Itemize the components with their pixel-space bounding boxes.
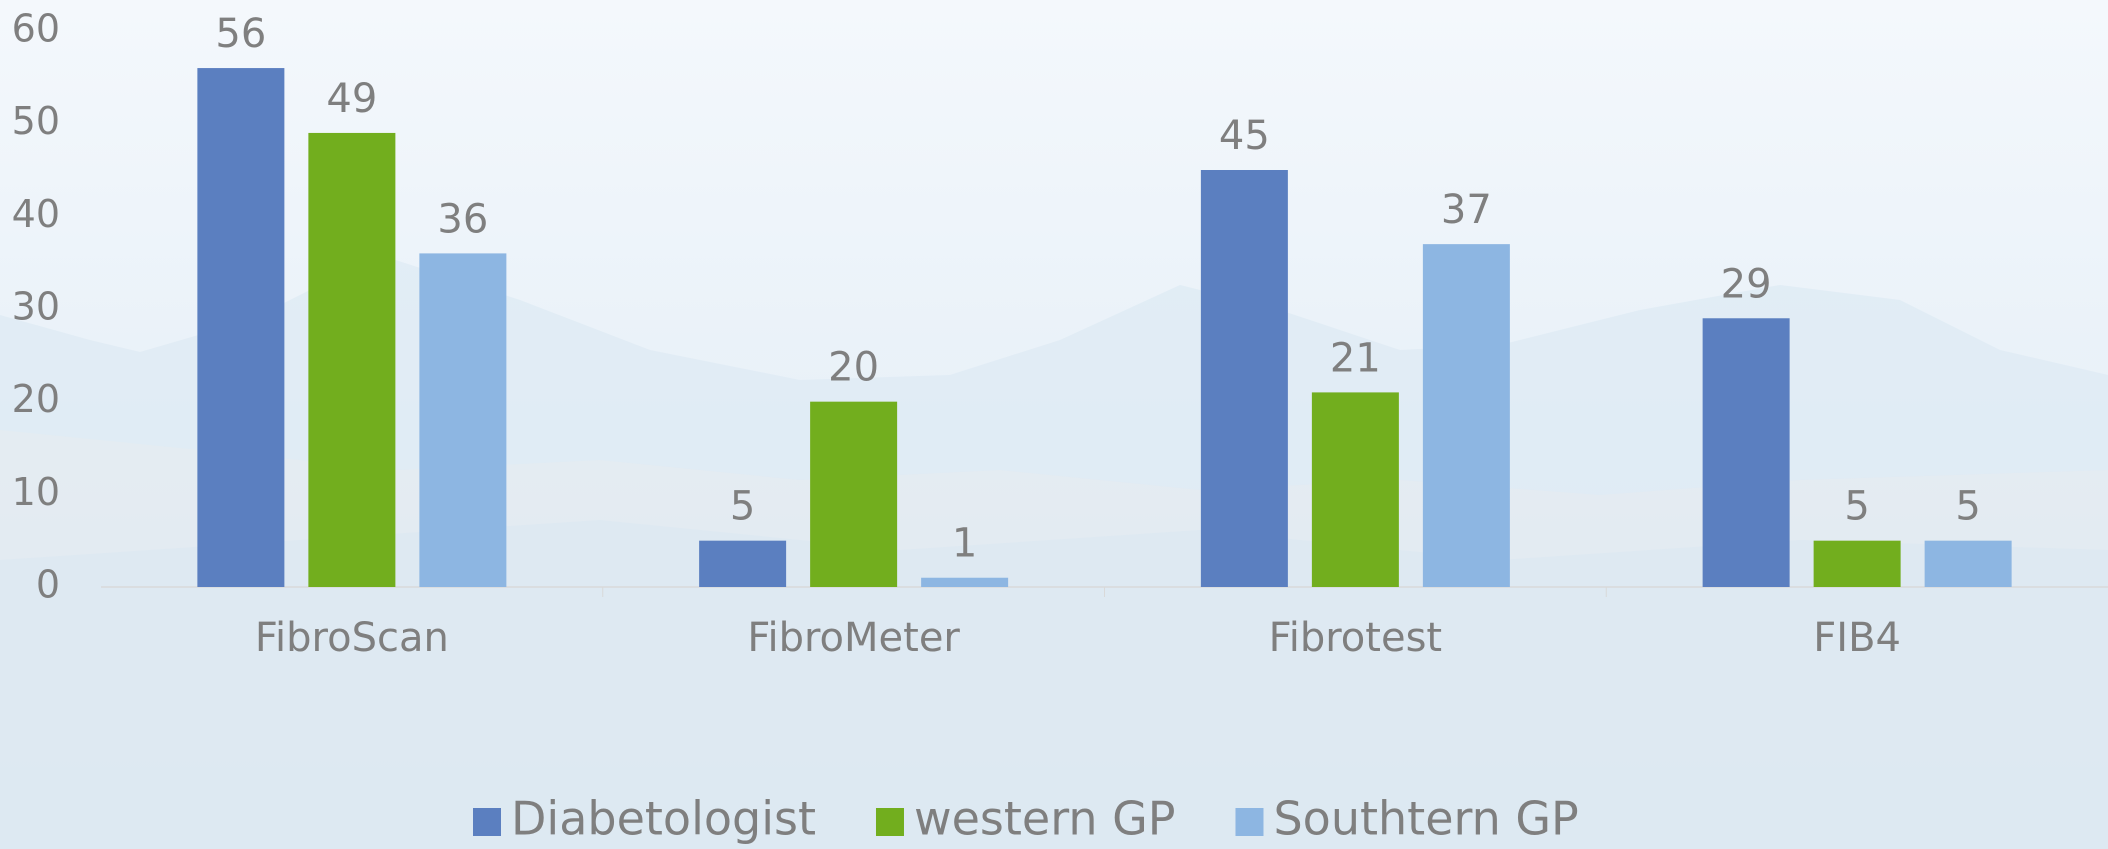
data-label: 29 [1721, 261, 1772, 307]
bar [197, 68, 285, 588]
y-tick-label: 50 [12, 99, 60, 143]
y-tick-label: 30 [12, 285, 60, 329]
data-label: 56 [215, 11, 266, 57]
data-label: 5 [1844, 484, 1869, 530]
bar [1924, 540, 2012, 587]
bar [699, 540, 787, 587]
x-tick-label: Fibrotest [1269, 615, 1442, 661]
bar [1702, 318, 1790, 587]
bar [810, 401, 898, 587]
legend-label: western GP [914, 792, 1176, 846]
y-tick-label: 40 [12, 192, 60, 236]
y-tick-label: 10 [12, 470, 60, 514]
legend-swatch [1235, 808, 1264, 836]
x-tick-label: FIB4 [1813, 615, 1901, 661]
legend-swatch [875, 808, 904, 836]
data-label: 45 [1219, 113, 1270, 159]
bar [419, 253, 507, 587]
data-label: 36 [437, 196, 488, 242]
legend-label: Diabetologist [511, 792, 816, 846]
data-label: 37 [1441, 187, 1492, 233]
x-tick-label: FibroMeter [747, 615, 960, 661]
data-label: 5 [1955, 484, 1980, 530]
bar [921, 577, 1009, 587]
x-tick-label: FibroScan [255, 615, 449, 661]
bar [1311, 392, 1399, 587]
background-hills [0, 520, 2108, 849]
data-label: 49 [326, 76, 377, 122]
bar [1422, 244, 1510, 587]
data-label: 20 [828, 345, 879, 391]
y-tick-label: 60 [12, 7, 60, 51]
bar [1200, 170, 1288, 587]
y-tick-label: 20 [12, 377, 60, 421]
data-label: 21 [1330, 335, 1381, 381]
y-tick-label: 0 [36, 563, 60, 607]
data-label: 1 [952, 521, 977, 567]
legend-label: Southtern GP [1273, 792, 1578, 846]
data-label: 5 [730, 484, 755, 530]
bar [308, 132, 396, 587]
bar [1813, 540, 1901, 587]
legend-swatch [473, 808, 501, 836]
